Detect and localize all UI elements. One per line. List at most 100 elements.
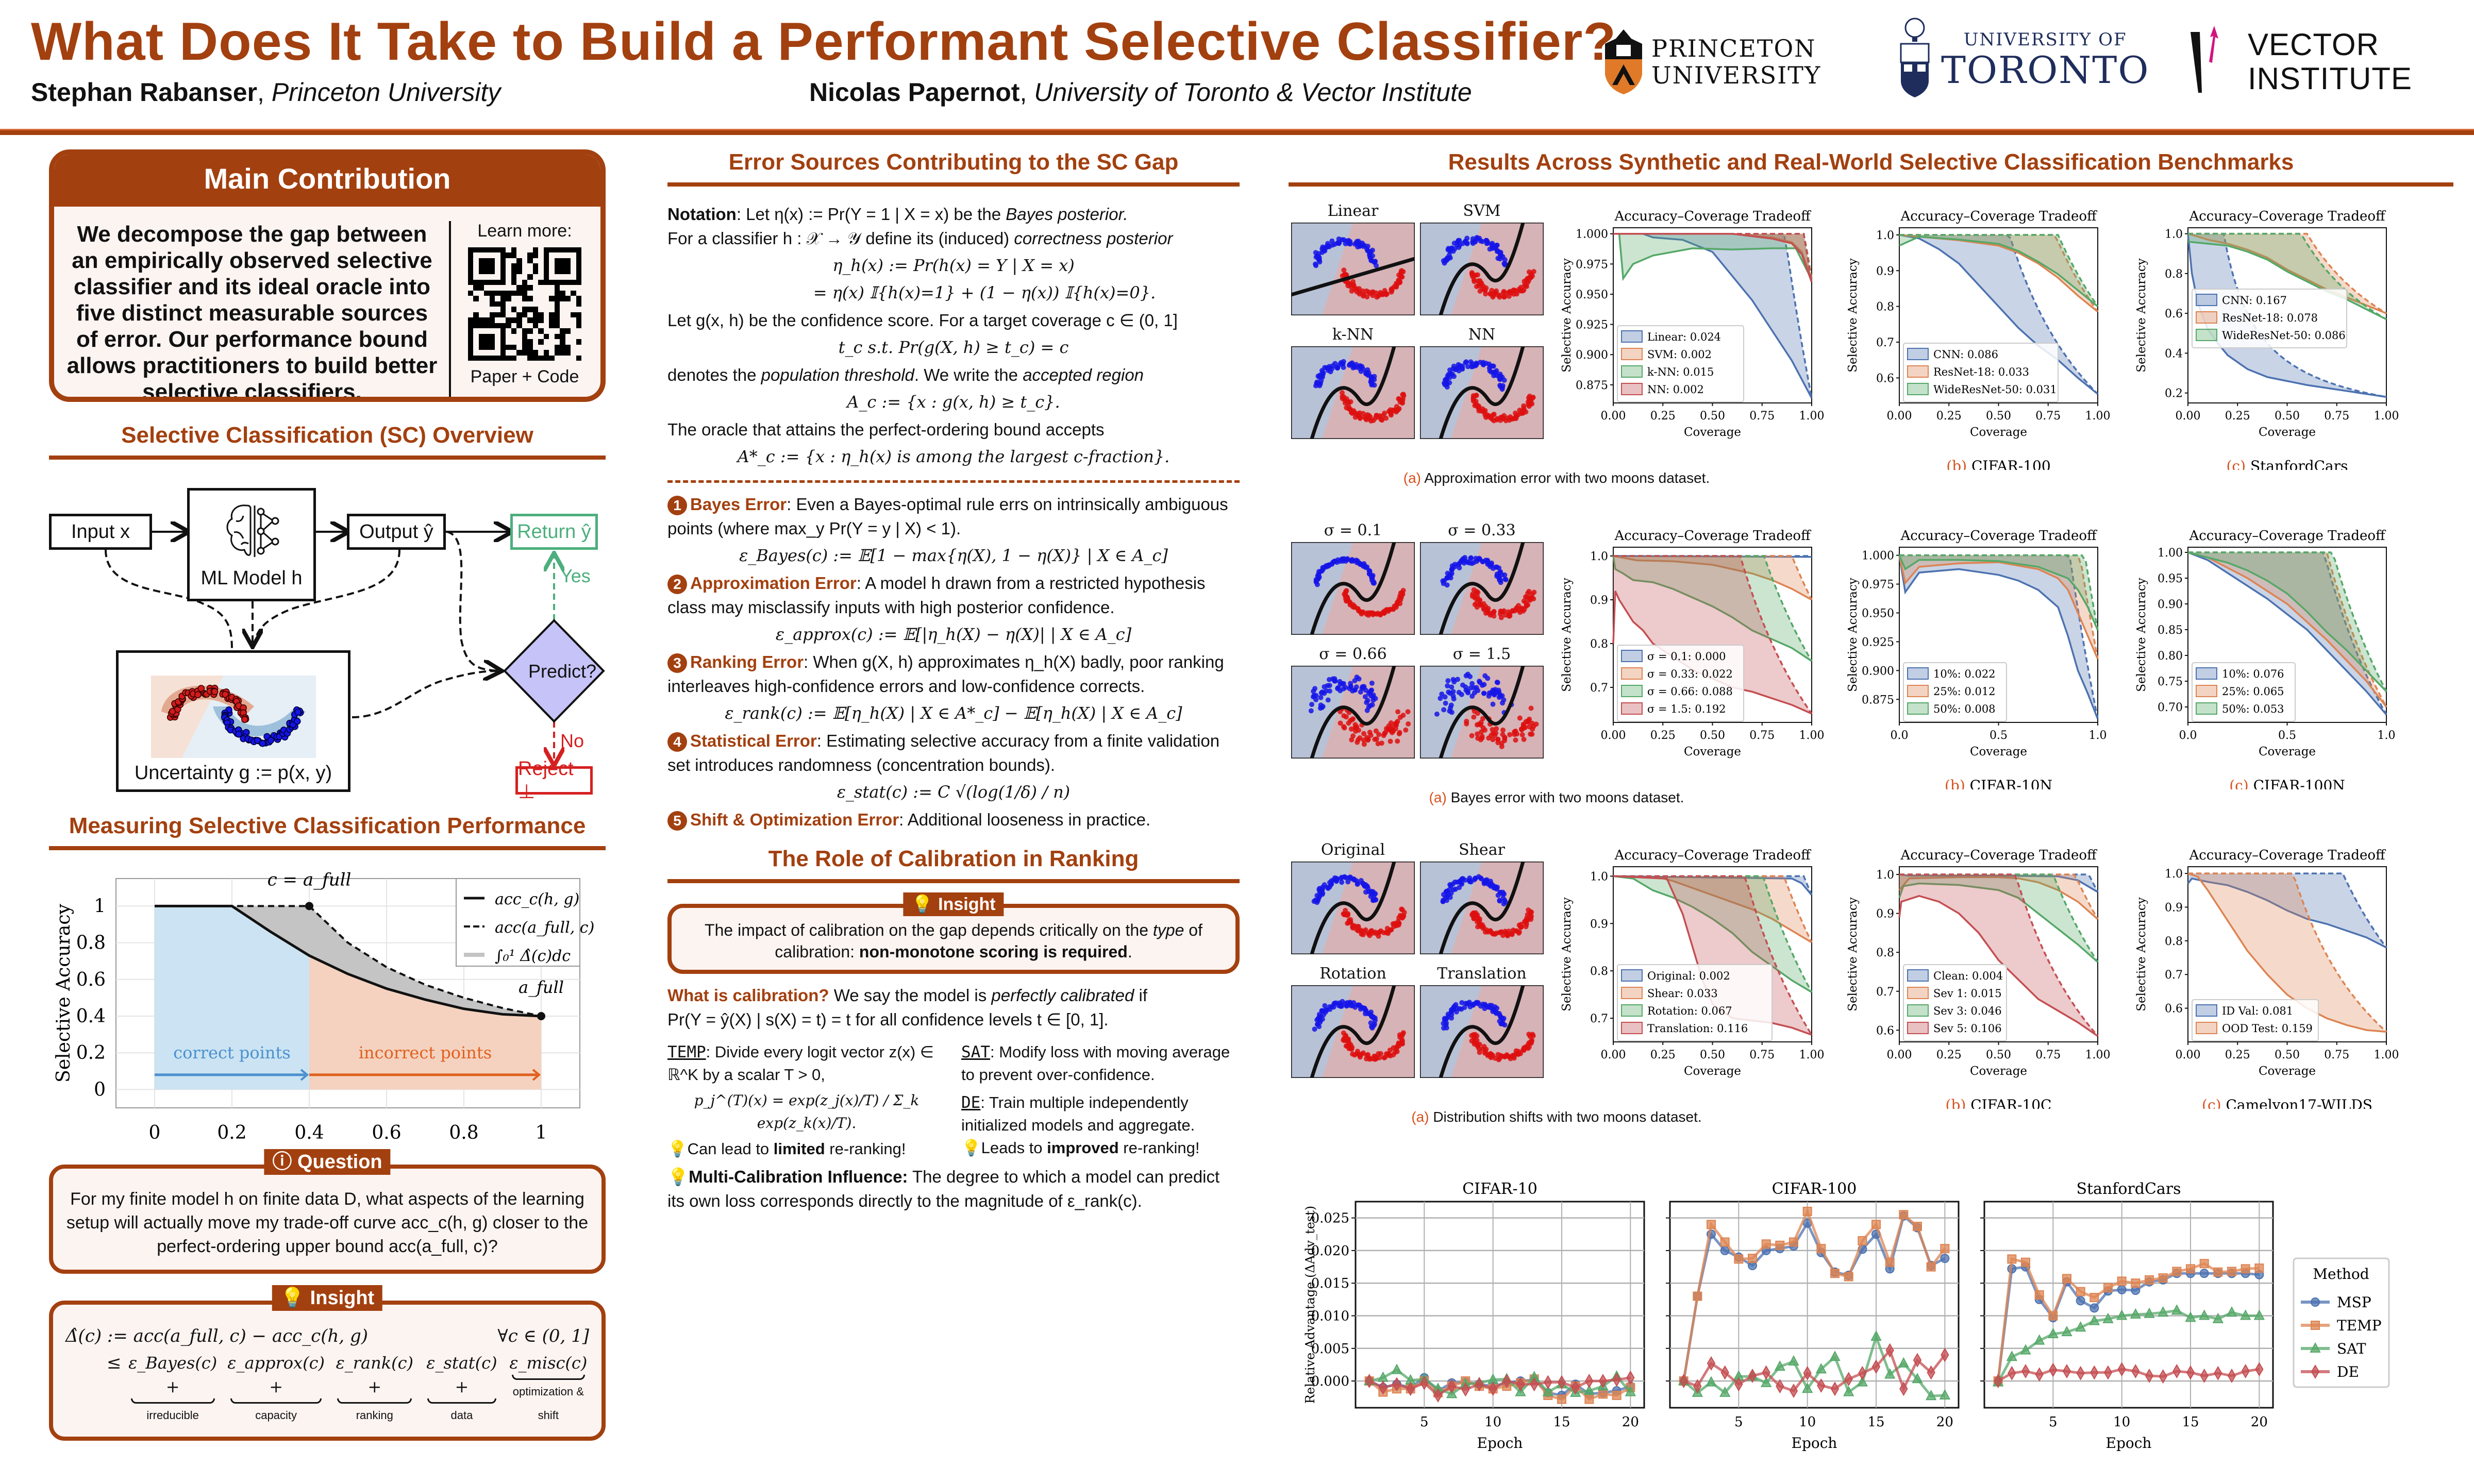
legend-swatch <box>2196 294 2217 306</box>
red-point <box>1525 602 1531 608</box>
main-contribution-text: We decompose the gap between an empirica… <box>64 221 451 397</box>
x-tick-label: 0.75 <box>1749 1049 1775 1061</box>
legend-swatch <box>1907 383 1929 395</box>
red-point <box>1475 589 1481 595</box>
qr-module <box>468 350 474 356</box>
caption-letter: (b) <box>1945 777 1970 789</box>
legend-box <box>1617 645 1744 722</box>
legend-box <box>2192 662 2296 722</box>
blue-point <box>1348 361 1353 367</box>
de-label: DE <box>961 1093 981 1112</box>
y-tick-label: 0 <box>94 1079 106 1100</box>
red-point <box>1346 720 1351 726</box>
qr-module <box>478 279 484 285</box>
blue-point <box>1497 376 1503 382</box>
blue-point <box>1501 901 1507 907</box>
data-point <box>2117 1285 2127 1294</box>
data-point <box>1939 1389 1950 1399</box>
qr-module <box>576 268 581 275</box>
blue-point <box>1364 884 1369 889</box>
y-tick-label: 1.0 <box>2165 868 2183 881</box>
red-point <box>1475 711 1480 716</box>
red-point <box>1394 404 1399 410</box>
qr-module <box>495 252 500 258</box>
output-box: Output ŷ <box>347 514 446 550</box>
qr-module <box>511 290 517 296</box>
qr-module <box>527 323 532 328</box>
blue-point <box>1309 702 1315 707</box>
decision-boundary <box>1439 985 1525 1078</box>
qr-module <box>576 345 581 350</box>
data-point <box>2199 1259 2209 1269</box>
moons-panel-title: σ = 0.1 <box>1324 521 1382 539</box>
red-point <box>1367 730 1373 735</box>
red-point <box>1388 927 1394 933</box>
red-point <box>1490 412 1496 418</box>
qr-module <box>549 274 554 279</box>
qr-module <box>565 296 571 301</box>
qr-code-icon[interactable] <box>468 247 581 361</box>
red-point <box>1528 705 1534 711</box>
y-tick-label: 0.9 <box>1590 594 1608 607</box>
y-tick-label: 1.000 <box>1862 550 1894 563</box>
blue-point <box>1456 562 1461 567</box>
red-point <box>1477 602 1483 608</box>
red-point <box>197 685 205 692</box>
data-point <box>2241 1364 2250 1379</box>
blue-point <box>1327 688 1332 694</box>
qr-module <box>489 323 495 329</box>
blue-point <box>259 739 266 747</box>
princeton-name-1: PRINCETON <box>1651 35 1816 62</box>
qr-module <box>506 350 511 355</box>
tradeoff-chart: Accuracy–Coverage Tradeoff 0.70 0.75 0.80 0.… <box>2135 528 2396 789</box>
qr-module <box>560 247 565 253</box>
qr-module <box>489 339 495 345</box>
legend-swatch <box>1621 987 1643 999</box>
red-point <box>1516 603 1522 609</box>
qr-module <box>549 350 554 355</box>
data-point <box>1762 1365 1770 1380</box>
qr-module <box>484 274 489 279</box>
error-equation: ε_stat(c) := C √(log(1/δ) / n) <box>837 782 1071 802</box>
x-tick-label: 0.00 <box>1887 410 1912 423</box>
accuracy-curve <box>1898 895 2098 1037</box>
data-point <box>2131 1278 2141 1288</box>
red-point <box>1376 933 1381 939</box>
data-point <box>1926 1390 1937 1401</box>
paper-code-link[interactable]: Paper + Code <box>470 367 579 386</box>
red-point <box>1397 280 1403 285</box>
reject-label: Reject ⊥ <box>518 757 574 803</box>
red-point <box>1378 1051 1383 1056</box>
decision-boundary <box>1310 542 1396 635</box>
qr-module <box>543 247 549 253</box>
error-name: Shift & Optimization Error <box>690 810 899 829</box>
data-point <box>1802 1206 1812 1216</box>
legend-label: acc_c(h, g) <box>495 890 579 908</box>
red-point <box>1506 609 1511 615</box>
blue-point <box>254 737 261 744</box>
red-point <box>1516 929 1522 935</box>
legend-label: Sev 1: 0.015 <box>1933 987 2002 1000</box>
qr-module <box>506 258 511 263</box>
gap-area <box>1899 234 2098 307</box>
qr-module <box>538 317 544 323</box>
qr-module <box>479 291 484 296</box>
qr-module <box>478 344 484 350</box>
red-point <box>1477 1050 1482 1055</box>
data-point <box>1734 1377 1743 1392</box>
legend-label: acc(a_full, c) <box>495 919 594 937</box>
red-point <box>1506 293 1512 299</box>
qr-module <box>500 339 506 345</box>
red-point <box>1395 919 1401 924</box>
qr-module <box>484 301 489 307</box>
qr-module <box>506 296 511 301</box>
qr-module <box>565 252 571 258</box>
qr-module <box>549 291 554 296</box>
red-point <box>1491 610 1497 615</box>
moons-panel-plot <box>1291 542 1415 635</box>
qr-module <box>484 317 490 323</box>
moons-panel-title: Linear <box>1327 202 1379 220</box>
gap-area <box>2188 552 2386 715</box>
qr-module <box>473 258 478 263</box>
data-point <box>2130 1308 2141 1319</box>
